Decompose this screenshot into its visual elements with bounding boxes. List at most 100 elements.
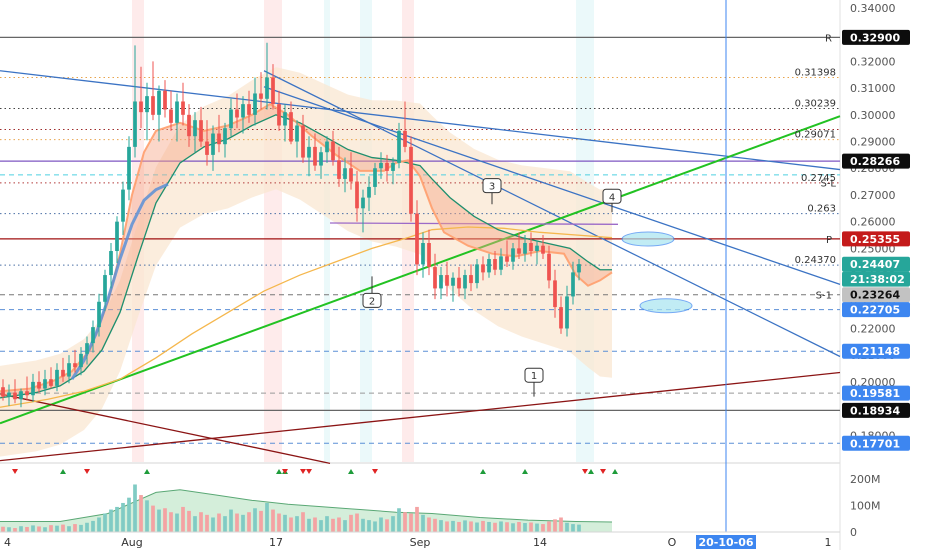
candle[interactable] [19,388,23,408]
trend-line[interactable] [0,115,841,425]
candle[interactable] [433,253,437,300]
candle[interactable] [445,261,449,297]
candle[interactable] [379,152,383,179]
candle[interactable] [49,367,53,389]
candle[interactable] [211,125,215,171]
candle[interactable] [115,216,119,264]
trend-line[interactable] [329,222,619,225]
candle[interactable] [229,98,233,137]
candle[interactable] [145,82,149,141]
candle[interactable] [97,293,101,337]
candle[interactable] [355,170,359,222]
candle[interactable] [427,229,431,276]
candle[interactable] [7,384,11,406]
candle[interactable] [451,272,455,302]
candle[interactable] [499,248,503,276]
candle[interactable] [175,93,179,142]
candle[interactable] [241,96,245,134]
trend-line[interactable] [0,371,841,462]
candle[interactable] [553,269,557,318]
candle[interactable] [463,269,467,300]
candle[interactable] [313,133,317,171]
candle[interactable] [79,347,83,376]
candle[interactable] [319,146,323,179]
candle[interactable] [73,349,77,373]
candle[interactable] [385,154,389,182]
trend-lines[interactable] [0,0,841,532]
candle[interactable] [61,357,65,382]
candle[interactable] [103,269,107,312]
candle[interactable] [349,152,353,190]
candle[interactable] [397,122,401,169]
candle[interactable] [271,64,275,110]
candle[interactable] [217,114,221,153]
candle[interactable] [1,379,5,401]
candle[interactable] [511,243,515,270]
candle[interactable] [415,200,419,276]
candle[interactable] [25,376,29,401]
candle[interactable] [367,176,371,211]
candle[interactable] [205,120,209,166]
candle[interactable] [121,181,125,236]
candle[interactable] [481,256,485,281]
candle[interactable] [199,106,203,147]
annotation-callout[interactable]: 1 [524,367,544,397]
candle[interactable] [181,82,185,126]
candle[interactable] [547,245,551,289]
annotation-callout[interactable]: 3 [482,178,502,205]
candle[interactable] [337,146,341,187]
candle[interactable] [91,320,95,353]
candle[interactable] [529,232,533,257]
candle[interactable] [265,42,269,110]
candle[interactable] [535,240,539,265]
candle[interactable] [223,122,227,158]
candle[interactable] [259,72,263,110]
highlight-ellipse[interactable] [639,298,693,314]
candle[interactable] [439,267,443,300]
candle[interactable] [373,162,377,195]
candle[interactable] [403,101,407,153]
candle[interactable] [85,336,89,365]
candle[interactable] [517,232,521,260]
candle[interactable] [295,120,299,158]
trend-line[interactable] [263,86,841,286]
cursor-date-tag[interactable] [696,535,756,549]
candle[interactable] [475,259,479,289]
candle[interactable] [169,90,173,131]
candle[interactable] [493,251,497,276]
trend-line[interactable] [263,70,841,358]
candle[interactable] [193,112,197,153]
candle[interactable] [325,136,329,163]
candle[interactable] [13,379,17,404]
candle[interactable] [133,45,137,158]
candle[interactable] [37,371,41,393]
candle[interactable] [277,90,281,131]
date-axis[interactable]: 4 Aug 17 Sep 14 O 1 20-10-06 [0,531,840,549]
candle[interactable] [253,77,257,126]
candle[interactable] [307,136,311,177]
candle[interactable] [457,267,461,297]
candle[interactable] [151,61,155,121]
candle[interactable] [505,240,509,268]
candle[interactable] [343,157,347,193]
candle[interactable] [571,261,575,305]
candle[interactable] [127,136,131,201]
candle[interactable] [565,285,569,337]
candle[interactable] [523,235,527,262]
candle[interactable] [109,243,113,289]
candlesticks[interactable] [1,42,581,408]
candle[interactable] [67,355,71,384]
candle[interactable] [361,189,365,233]
candle[interactable] [421,232,425,278]
trend-line[interactable] [0,70,841,171]
candle[interactable] [559,296,563,334]
candle[interactable] [157,85,161,142]
candle[interactable] [541,235,545,260]
candle[interactable] [331,130,335,166]
candle[interactable] [43,369,47,396]
trend-line[interactable] [0,393,331,464]
annotation-callout[interactable]: 4 [602,188,622,213]
candle[interactable] [31,373,35,402]
